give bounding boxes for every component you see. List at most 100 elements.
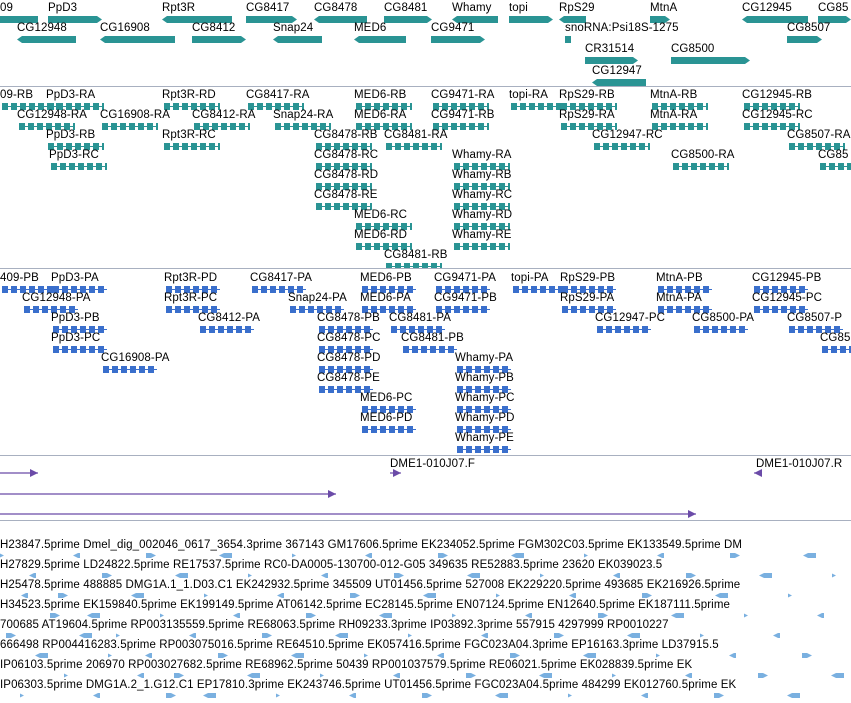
protein-label[interactable]: RpS29-PB <box>560 272 616 284</box>
est-glyph[interactable] <box>393 673 402 678</box>
protein-label[interactable]: MED6-PC <box>360 392 413 404</box>
transcript-glyph[interactable] <box>454 183 510 190</box>
est-glyph[interactable] <box>788 593 794 598</box>
est-row-labels[interactable]: 666498 RP004416283.5prime RP003075016.5p… <box>0 639 719 651</box>
protein-label[interactable]: MED6-PA <box>360 292 411 304</box>
gene-glyph[interactable] <box>585 57 640 64</box>
transcript-glyph[interactable] <box>48 103 104 110</box>
est-row-labels[interactable]: H23847.5prime Dmel_dig_002046_0617_3654.… <box>0 539 743 551</box>
protein-glyph[interactable] <box>457 366 511 373</box>
protein-glyph[interactable] <box>694 326 748 333</box>
protein-glyph[interactable] <box>403 346 457 353</box>
gene-glyph[interactable] <box>565 36 573 43</box>
gene-glyph[interactable] <box>100 36 177 43</box>
est-glyph[interactable] <box>554 633 566 638</box>
gene-glyph[interactable] <box>273 36 324 43</box>
protein-glyph[interactable] <box>319 366 373 373</box>
protein-glyph[interactable] <box>362 426 416 433</box>
protein-glyph[interactable] <box>166 306 220 313</box>
protein-glyph[interactable] <box>562 306 616 313</box>
gene-label[interactable]: CG8500 <box>671 43 715 55</box>
protein-glyph[interactable] <box>166 286 220 293</box>
transcript-glyph[interactable] <box>454 223 510 230</box>
gene-glyph[interactable] <box>17 36 78 43</box>
protein-glyph[interactable] <box>457 386 511 393</box>
est-glyph[interactable] <box>466 673 478 678</box>
est-glyph[interactable] <box>137 673 146 678</box>
est-glyph[interactable] <box>218 653 230 658</box>
transcript-label[interactable]: CG8478-RD <box>314 169 379 181</box>
transcript-label[interactable]: CG85 <box>818 149 849 161</box>
transcript-glyph[interactable] <box>248 103 304 110</box>
est-glyph[interactable] <box>438 553 450 558</box>
transcript-label[interactable]: Whamy-RC <box>452 189 513 201</box>
transcript-glyph[interactable] <box>316 163 372 170</box>
est-glyph[interactable] <box>175 573 190 578</box>
est-glyph[interactable] <box>247 673 262 678</box>
protein-label[interactable]: topi-PA <box>511 272 549 284</box>
gene-label[interactable]: CG8417 <box>246 2 290 14</box>
gene-glyph[interactable] <box>0 16 40 23</box>
protein-glyph[interactable] <box>457 426 511 433</box>
est-glyph[interactable] <box>657 553 666 558</box>
transcript-label[interactable]: Whamy-RD <box>452 209 513 221</box>
est-glyph[interactable] <box>365 553 374 558</box>
protein-glyph[interactable] <box>562 286 616 293</box>
protein-label[interactable]: CG12947-PC <box>595 312 666 324</box>
est-glyph[interactable] <box>306 613 318 618</box>
protein-label[interactable]: CG8507-P <box>787 312 843 324</box>
est-glyph[interactable] <box>773 633 782 638</box>
protein-label[interactable]: Rpt3R-PC <box>164 292 218 304</box>
transcript-label[interactable]: Whamy-RE <box>452 229 512 241</box>
cdna-alignment-glyph[interactable] <box>0 510 696 518</box>
est-glyph[interactable] <box>79 633 94 638</box>
est-glyph[interactable] <box>817 613 826 618</box>
protein-label[interactable]: PpD3-PB <box>51 312 100 324</box>
est-glyph[interactable] <box>715 593 730 598</box>
est-glyph[interactable] <box>787 693 802 698</box>
est-glyph[interactable] <box>349 693 358 698</box>
gene-label[interactable]: CG12948 <box>17 22 67 34</box>
protein-glyph[interactable] <box>436 286 490 293</box>
transcript-label[interactable]: CG9471-RB <box>431 109 495 121</box>
transcript-label[interactable]: CG8507-RA <box>787 129 851 141</box>
est-glyph[interactable] <box>685 673 694 678</box>
transcript-glyph[interactable] <box>744 103 800 110</box>
est-glyph[interactable] <box>481 633 490 638</box>
gene-glyph[interactable] <box>354 36 408 43</box>
protein-label[interactable]: CG8478-PD <box>317 352 381 364</box>
transcript-glyph[interactable] <box>316 203 372 210</box>
protein-label[interactable]: MtnA-PA <box>656 292 702 304</box>
est-glyph[interactable] <box>540 573 546 578</box>
transcript-label[interactable]: CG8478-RC <box>314 149 379 161</box>
protein-glyph[interactable] <box>252 286 306 293</box>
est-glyph[interactable] <box>219 553 234 558</box>
est-glyph[interactable] <box>166 693 178 698</box>
est-glyph[interactable] <box>496 593 502 598</box>
protein-label[interactable]: CG12948-PA <box>22 292 91 304</box>
protein-glyph[interactable] <box>513 286 567 293</box>
transcript-label[interactable]: MED6-RA <box>354 109 407 121</box>
est-glyph[interactable] <box>759 573 774 578</box>
protein-label[interactable]: Snap24-PA <box>288 292 347 304</box>
transcript-glyph[interactable] <box>561 123 617 130</box>
gene-glyph[interactable] <box>48 16 104 23</box>
protein-glyph[interactable] <box>200 326 254 333</box>
protein-label[interactable]: CG85 <box>820 332 851 344</box>
transcript-label[interactable]: RpS29-RB <box>559 89 615 101</box>
est-glyph[interactable] <box>831 673 846 678</box>
est-glyph[interactable] <box>379 613 394 618</box>
gene-glyph[interactable] <box>592 79 648 86</box>
protein-glyph[interactable] <box>53 286 107 293</box>
est-glyph[interactable] <box>467 573 482 578</box>
protein-glyph[interactable] <box>754 306 808 313</box>
protein-glyph[interactable] <box>754 286 808 293</box>
gene-label[interactable]: RpS29 <box>559 2 595 14</box>
gene-glyph[interactable] <box>452 16 500 23</box>
est-glyph[interactable] <box>292 553 298 558</box>
transcript-glyph[interactable] <box>164 143 220 150</box>
gene-label[interactable]: CR31514 <box>585 43 635 55</box>
protein-glyph[interactable] <box>457 406 511 413</box>
protein-label[interactable]: CG8478-PC <box>317 332 381 344</box>
gene-label[interactable]: CG12947 <box>592 65 642 77</box>
